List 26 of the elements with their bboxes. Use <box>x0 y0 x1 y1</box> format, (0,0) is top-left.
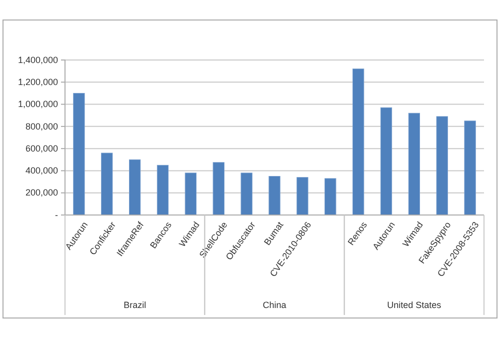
bar <box>212 162 224 216</box>
bar <box>436 116 448 216</box>
y-tick-label: 800,000 <box>25 121 58 132</box>
text: Brazil <box>124 300 146 310</box>
bar <box>464 120 476 216</box>
bar <box>352 68 364 216</box>
bar <box>408 112 420 216</box>
bar <box>156 164 169 216</box>
text: United States <box>387 300 442 310</box>
y-tick-label: 200,000 <box>25 188 58 198</box>
text: China <box>262 300 286 310</box>
y-tick-label: - <box>55 210 58 220</box>
bar <box>268 176 280 216</box>
y-tick-label: 400,000 <box>25 166 58 176</box>
y-tick-label: 1,000,000 <box>18 99 58 110</box>
bar <box>380 107 392 216</box>
y-tick-label: 1,200,000 <box>18 77 58 88</box>
bar <box>296 177 308 216</box>
y-tick-label: 1,400,000 <box>18 54 58 65</box>
y-tick-label: 600,000 <box>25 143 58 154</box>
bar <box>128 159 141 216</box>
bar <box>184 172 197 216</box>
bar <box>324 178 336 216</box>
bar <box>101 152 113 216</box>
bar <box>73 92 85 216</box>
bar <box>240 172 252 216</box>
